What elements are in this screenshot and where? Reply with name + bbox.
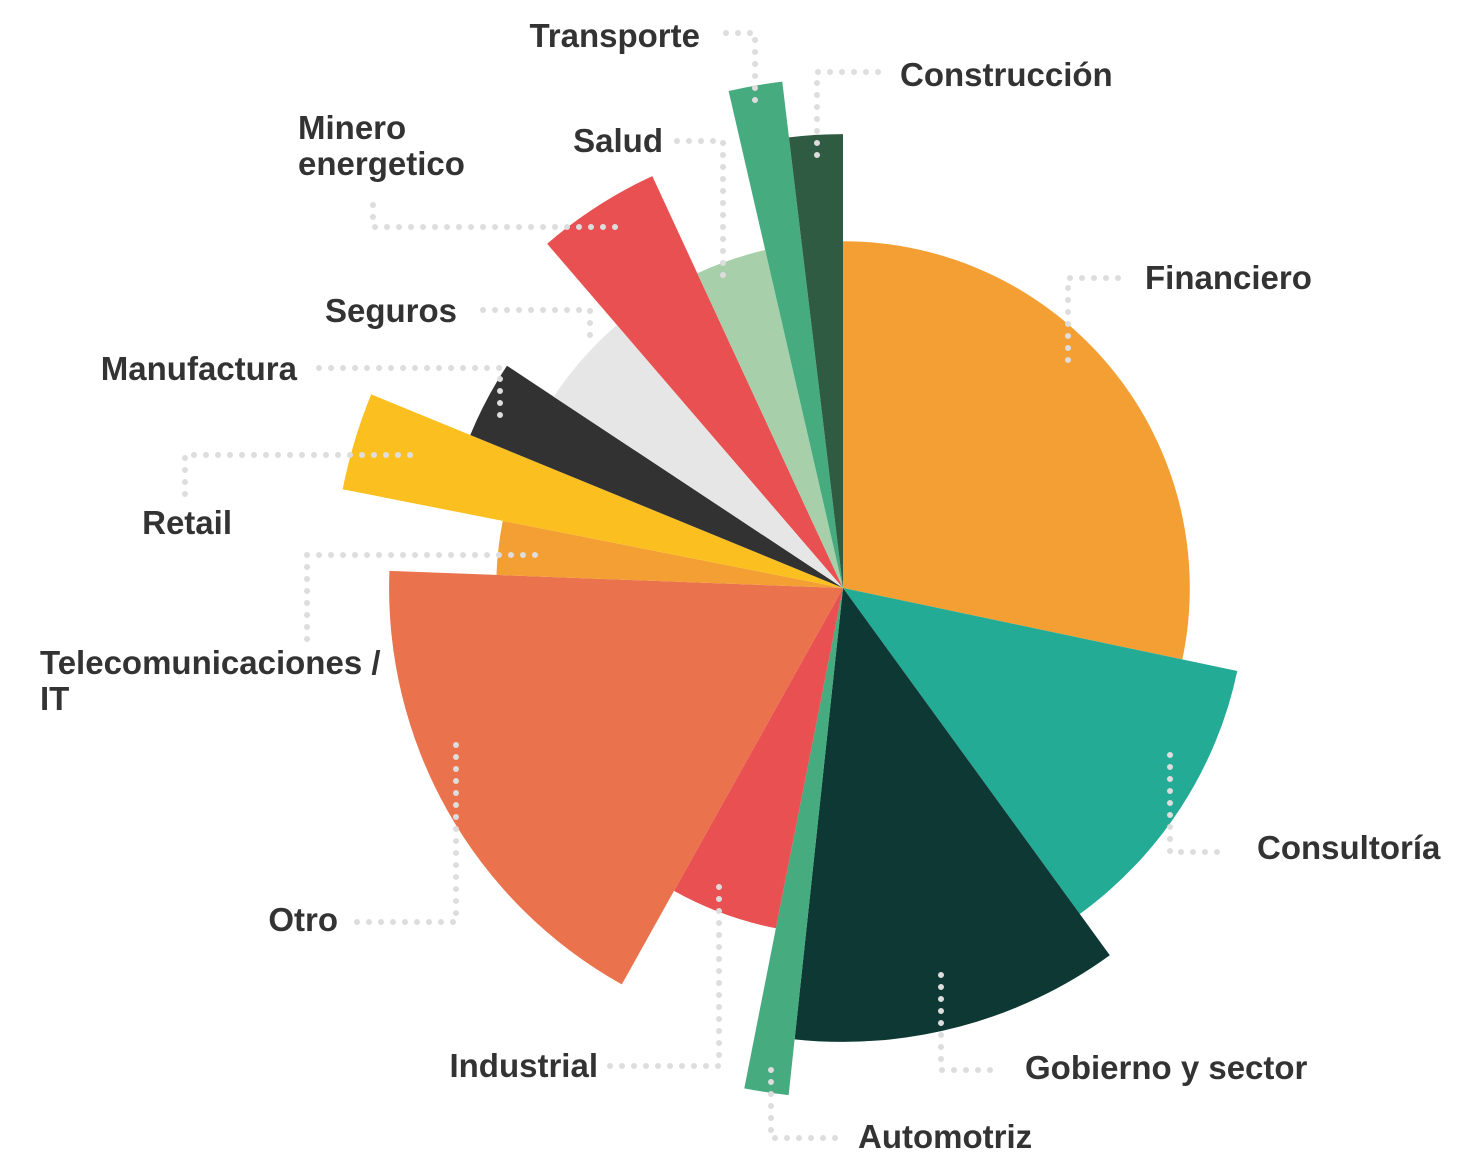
category-label: Financiero: [1145, 259, 1312, 296]
leader-line: [352, 742, 459, 925]
slice: [470, 365, 843, 588]
category-label: Consultoría: [1257, 829, 1441, 866]
slice: [728, 81, 843, 588]
slice: [843, 588, 1238, 914]
category-label: Salud: [573, 122, 663, 159]
category-label: Telecomunicaciones / IT: [40, 644, 381, 717]
slice: [389, 570, 843, 985]
leader-line: [370, 192, 618, 230]
leader-line: [938, 972, 1003, 1073]
slice: [496, 520, 843, 588]
slice: [547, 176, 843, 588]
leader-line: [717, 30, 758, 103]
category-label: Gobierno y sector: [1025, 1049, 1308, 1086]
slice: [794, 588, 1110, 1042]
slice: [744, 588, 843, 1096]
leader-line: [1167, 752, 1228, 855]
category-label: Otro: [268, 901, 338, 938]
category-label: Seguros: [324, 292, 457, 329]
leader-line: [672, 138, 726, 278]
slice: [843, 241, 1190, 660]
leader-line: [602, 884, 722, 1069]
category-label: Minero energetico: [298, 109, 465, 182]
leader-line: [312, 365, 503, 418]
category-label: Transporte: [529, 17, 700, 54]
category-label: Manufactura: [100, 350, 297, 387]
category-label: Industrial: [449, 1047, 598, 1084]
leader-line: [182, 452, 413, 498]
slice: [697, 250, 843, 588]
leader-line: [472, 307, 593, 338]
category-label: Retail: [142, 504, 232, 541]
slice: [342, 394, 843, 588]
leader-line: [768, 1067, 848, 1141]
slice: [788, 134, 843, 588]
leader-line: [304, 552, 538, 643]
category-label: Construcción: [900, 56, 1113, 93]
slice: [553, 325, 843, 588]
leader-line: [1065, 275, 1133, 363]
leader-line: [814, 69, 883, 158]
slice: [674, 588, 843, 929]
category-label: Automotriz: [858, 1118, 1033, 1155]
